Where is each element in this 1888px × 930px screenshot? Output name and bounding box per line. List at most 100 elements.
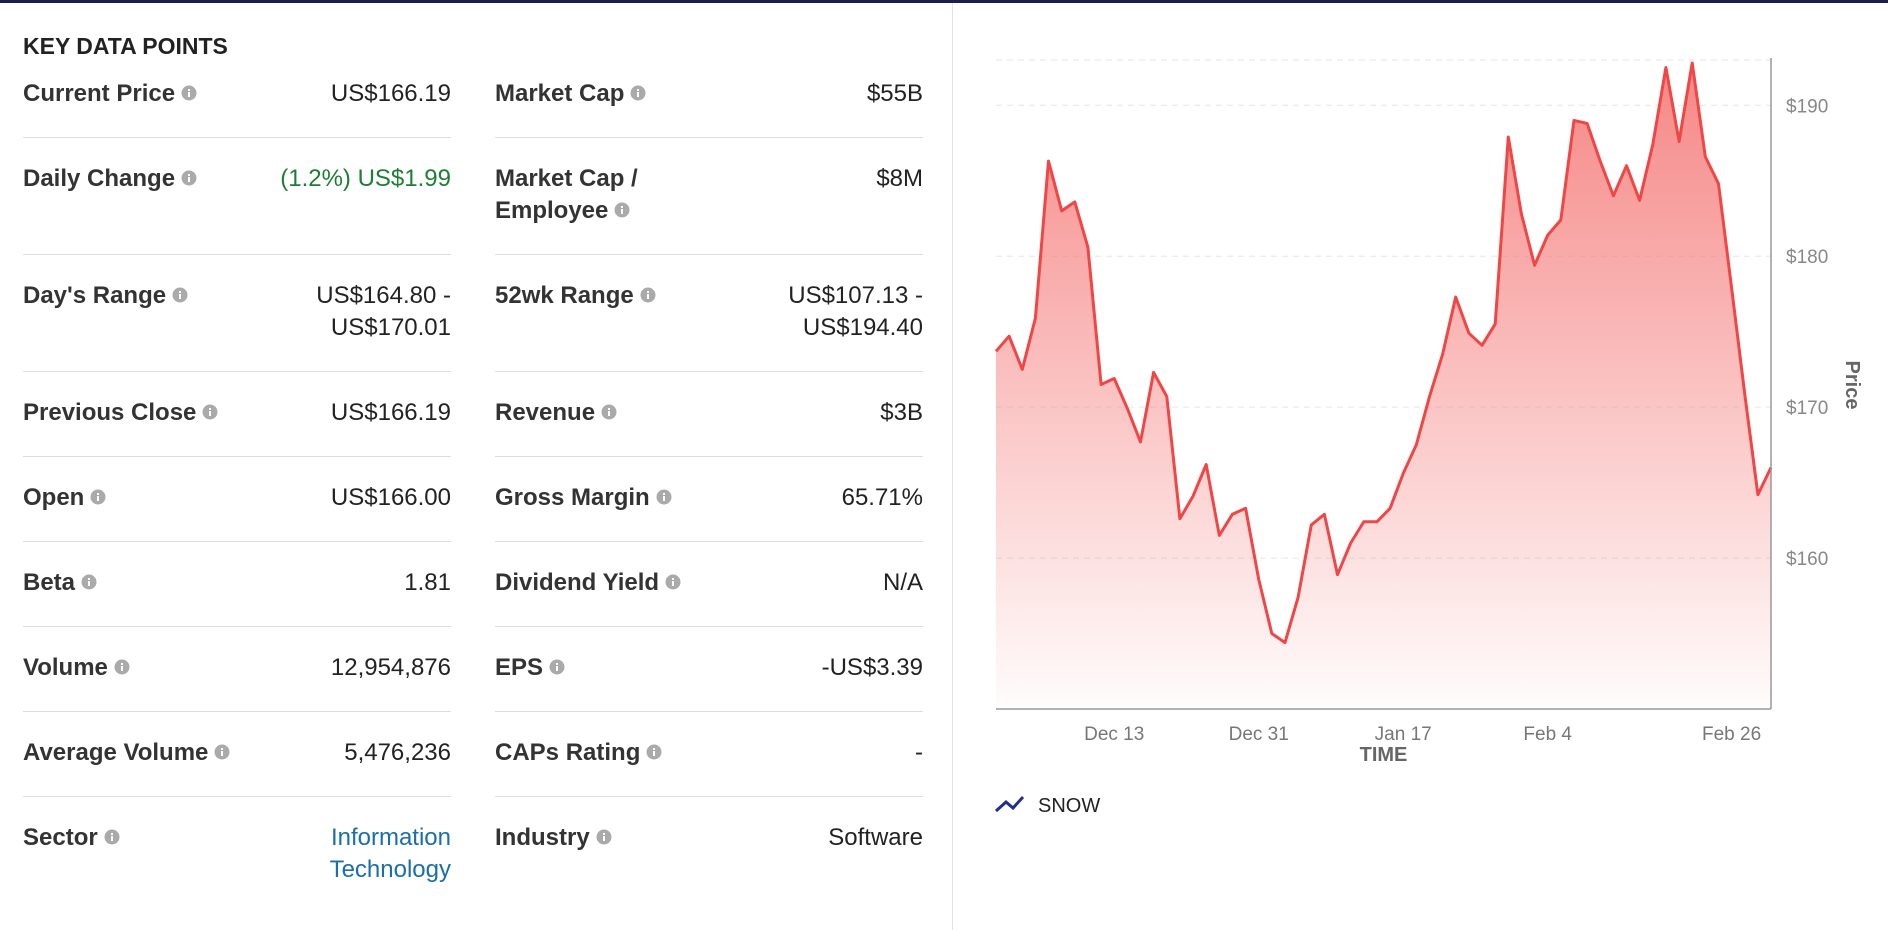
value-line: US$166.00 (330, 484, 451, 511)
data-value: US$164.80 - US$170.01 (316, 280, 451, 344)
data-cell: Beta 1.81 (23, 542, 451, 627)
info-icon[interactable] (549, 659, 565, 675)
label-line: Previous Close (23, 397, 218, 429)
data-label: Average Volume (23, 737, 230, 769)
area-fill (996, 63, 1771, 709)
label-line: 52wk Range (495, 280, 656, 312)
info-icon[interactable] (90, 489, 106, 505)
divider (952, 3, 953, 930)
legend-label: SNOW (1038, 795, 1100, 817)
data-label: Dividend Yield (495, 567, 681, 599)
value-line: US$166.19 (330, 80, 451, 107)
info-icon[interactable] (202, 404, 218, 420)
value-line: $3B (880, 399, 923, 426)
info-icon[interactable] (181, 170, 197, 186)
label-line: CAPs Rating (495, 737, 662, 769)
value-line: (1.2%) US$1.99 (280, 165, 451, 192)
value-line: US$170.01 (330, 314, 451, 341)
x-tick-label: Dec 13 (1084, 724, 1144, 745)
value-line: 5,476,236 (344, 739, 451, 766)
value-line: - (915, 739, 923, 766)
data-label: CAPs Rating (495, 737, 662, 769)
data-cell: Sector Information Technology (23, 797, 451, 913)
value-line: US$164.80 - (316, 282, 451, 309)
y-axis-title: Price (1841, 361, 1863, 410)
label-line: Beta (23, 567, 97, 599)
data-cell: Dividend Yield N/A (495, 542, 923, 627)
value-line: Software (828, 824, 923, 851)
label-line: Open (23, 482, 106, 514)
info-icon[interactable] (104, 829, 120, 845)
label-line: Current Price (23, 78, 197, 110)
data-value: 1.81 (404, 567, 451, 599)
data-value: $8M (876, 163, 923, 227)
data-value: 5,476,236 (344, 737, 451, 769)
data-row: Day's Range US$164.80 - US$170.01 52wk Rang… (23, 255, 923, 372)
data-row: Average Volume 5,476,236 CAPs Rating - (23, 712, 923, 797)
data-value: N/A (883, 567, 923, 599)
data-label: Beta (23, 567, 97, 599)
info-icon[interactable] (181, 85, 197, 101)
info-icon[interactable] (665, 574, 681, 590)
value-line: N/A (882, 569, 923, 596)
data-label: EPS (495, 652, 565, 684)
info-icon[interactable] (114, 659, 130, 675)
data-cell: 52wk Range US$107.13 - US$194.40 (495, 255, 923, 372)
data-label: Market Cap / Employee (495, 163, 638, 227)
data-value: -US$3.39 (822, 652, 923, 684)
info-icon[interactable] (214, 744, 230, 760)
info-icon[interactable] (630, 85, 646, 101)
label-line: Day's Range (23, 280, 188, 312)
label-line: Volume (23, 652, 130, 684)
x-tick-label: Feb 26 (1702, 724, 1761, 745)
x-tick-label: Dec 31 (1229, 724, 1289, 745)
data-cell: Previous Close US$166.19 (23, 372, 451, 457)
value-line: Technology (329, 856, 451, 883)
price-line (994, 61, 1773, 645)
info-icon[interactable] (614, 202, 630, 218)
data-row: Sector Information Technology Industry Softw… (23, 797, 923, 913)
label-line: Daily Change (23, 163, 197, 195)
data-cell: Gross Margin 65.71% (495, 457, 923, 542)
data-value: (1.2%) US$1.99 (280, 163, 451, 227)
y-tick-label: $190 (1786, 96, 1828, 117)
data-cell: Current Price US$166.19 (23, 78, 451, 138)
data-label: Industry (495, 822, 612, 886)
data-label: 52wk Range (495, 280, 656, 344)
data-cell: Day's Range US$164.80 - US$170.01 (23, 255, 451, 372)
data-cell: Revenue $3B (495, 372, 923, 457)
y-tick-label: $160 (1786, 549, 1828, 570)
x-axis-title: TIME (1360, 744, 1408, 766)
chart: $160 $170 $180 $190 Dec 13 Dec 31 Jan 17 Feb 4 F… (994, 58, 1863, 817)
data-row: Open US$166.00 Gross Margin 65.71% (23, 457, 923, 542)
label-line: Employee (495, 195, 638, 227)
info-icon[interactable] (601, 404, 617, 420)
data-value: 65.71% (842, 482, 923, 514)
data-value: $55B (867, 78, 923, 110)
info-icon[interactable] (640, 287, 656, 303)
value-line: US$166.19 (330, 399, 451, 426)
data-row: Volume 12,954,876 EPS -US$3.39 (23, 627, 923, 712)
y-tick-label: $170 (1786, 398, 1828, 419)
info-icon[interactable] (596, 829, 612, 845)
panel-title: KEY DATA POINTS (23, 33, 228, 59)
data-value: $3B (880, 397, 923, 429)
data-label: Revenue (495, 397, 617, 429)
data-label: Volume (23, 652, 130, 684)
info-icon[interactable] (172, 287, 188, 303)
value-line: -US$3.39 (821, 654, 923, 681)
data-label: Market Cap (495, 78, 646, 110)
key-data-rows: Current Price US$166.19 Market Cap $55B Dail… (23, 78, 923, 913)
data-value: Software (828, 822, 923, 886)
info-icon[interactable] (81, 574, 97, 590)
data-cell: Industry Software (495, 797, 923, 913)
value-line: 1.81 (404, 569, 451, 596)
value-line: US$194.40 (802, 314, 923, 341)
info-icon[interactable] (656, 489, 672, 505)
info-icon[interactable] (646, 744, 662, 760)
label-line: Gross Margin (495, 482, 672, 514)
data-cell: CAPs Rating - (495, 712, 923, 797)
data-label: Day's Range (23, 280, 188, 344)
data-value: US$166.19 (331, 397, 451, 429)
